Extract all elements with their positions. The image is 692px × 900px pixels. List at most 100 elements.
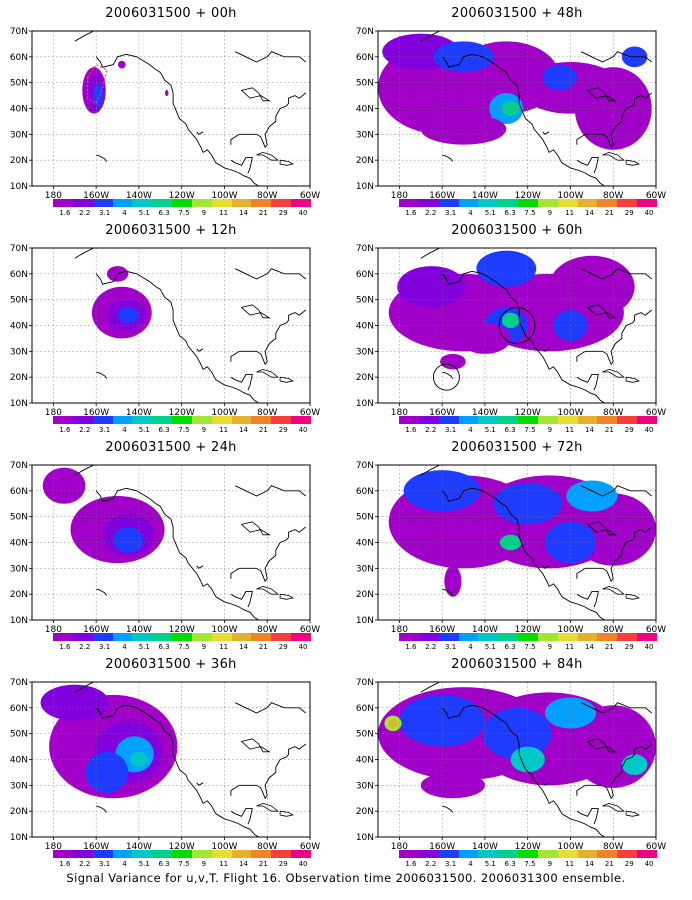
coastline xyxy=(586,738,617,753)
coastline xyxy=(279,593,295,600)
colorbar-swatch xyxy=(72,633,93,641)
colorbar-swatch xyxy=(152,633,173,641)
colorbar-labels: 1.6 2.2 3.1 4 5.1 6.3 7.5 9 11 14 21 29 40 xyxy=(46,860,316,870)
coastline xyxy=(235,268,306,280)
lat-tick-label: 50N xyxy=(356,79,374,89)
colorbar-swatch xyxy=(152,199,173,207)
colorbar-label: 7.5 xyxy=(524,860,536,868)
colorbar-swatch xyxy=(617,850,638,858)
lat-tick-label: 30N xyxy=(356,781,374,791)
lon-tick-label: 120W xyxy=(515,408,541,418)
lat-tick-label: 20N xyxy=(10,807,28,817)
map-background xyxy=(32,248,310,403)
colorbar-label: 4 xyxy=(122,426,127,434)
lon-tick-label: 60W xyxy=(300,408,320,418)
colorbar-swatch xyxy=(211,199,232,207)
colorbar-label: 14 xyxy=(585,209,594,217)
lon-tick-label: 120W xyxy=(515,842,541,852)
coastline xyxy=(230,808,253,825)
lat-tick-label: 40N xyxy=(10,322,28,332)
variance-region xyxy=(542,64,577,91)
coastline xyxy=(442,805,454,813)
variance-region xyxy=(420,772,485,799)
colorbar-label: 40 xyxy=(298,209,308,217)
lon-tick-label: 80W xyxy=(257,408,277,418)
lat-tick-label: 50N xyxy=(356,513,374,523)
lat-tick-label: 20N xyxy=(356,590,374,600)
coastline xyxy=(586,521,617,536)
colorbar-swatch xyxy=(597,850,618,858)
colorbar-label: 1.6 xyxy=(59,426,71,434)
colorbar-label: 6.3 xyxy=(158,860,170,868)
colorbar-label: 6.3 xyxy=(504,643,516,651)
lon-tick-label: 60W xyxy=(300,842,320,852)
coastline xyxy=(602,368,626,378)
lat-tick-label: 40N xyxy=(356,756,374,766)
colorbar-swatch xyxy=(557,633,578,641)
colorbar-label: 14 xyxy=(239,209,248,217)
coastline xyxy=(542,782,550,786)
lon-tick-label: 100W xyxy=(557,625,583,635)
coastline xyxy=(95,704,259,837)
variance-region xyxy=(444,565,462,597)
coastline xyxy=(542,131,550,135)
coastline xyxy=(602,585,626,595)
colorbar-swatch xyxy=(518,850,538,858)
coastline xyxy=(240,738,271,753)
colorbar-swatch xyxy=(637,633,657,641)
lon-tick-label: 160W xyxy=(83,625,109,635)
colorbar-swatch xyxy=(458,199,479,207)
variance-region xyxy=(113,527,144,553)
colorbar-swatch xyxy=(271,199,292,207)
lon-tick-label: 100W xyxy=(211,191,237,201)
colorbar-label: 14 xyxy=(239,426,248,434)
colorbar-swatch xyxy=(92,416,113,424)
colorbar-label: 9 xyxy=(201,643,207,651)
lon-tick-label: 80W xyxy=(603,625,623,635)
colorbar-swatch xyxy=(537,850,558,858)
colorbar xyxy=(53,199,311,207)
coastline xyxy=(240,87,271,102)
colorbar-label: 1.6 xyxy=(59,643,71,651)
panel-title: 2006031500 + 12h xyxy=(105,223,237,238)
colorbar-label: 7.5 xyxy=(178,209,190,217)
colorbar-label: 29 xyxy=(278,209,288,217)
colorbar-label: 2.2 xyxy=(79,209,91,217)
map-plot: 70N 60N 50N 40N 30N 20N 10N 180 160W 140W 120W 100W… xyxy=(10,461,320,635)
colorbar-swatch xyxy=(577,199,598,207)
colorbar-swatch xyxy=(399,199,419,207)
colorbar-swatch xyxy=(418,850,439,858)
colorbar-swatch xyxy=(438,416,459,424)
colorbar-swatch xyxy=(597,416,618,424)
colorbar-label: 2.2 xyxy=(79,643,91,651)
coastline xyxy=(442,154,454,162)
lat-tick-label: 20N xyxy=(10,373,28,383)
lat-tick-label: 60N xyxy=(10,270,28,280)
lon-tick-label: 140W xyxy=(126,842,152,852)
colorbar-swatch xyxy=(271,416,292,424)
variance-region xyxy=(388,719,398,728)
colorbar-labels: 1.6 2.2 3.1 4 5.1 6.3 7.5 9 11 14 21 29 40 xyxy=(392,643,662,653)
colorbar-label: 7.5 xyxy=(178,860,190,868)
colorbar-labels: 1.6 2.2 3.1 4 5.1 6.3 7.5 9 11 14 21 29 40 xyxy=(46,426,316,436)
colorbar-label: 11 xyxy=(565,209,575,217)
colorbar-label: 11 xyxy=(565,860,575,868)
colorbar-label: 11 xyxy=(565,643,575,651)
colorbar-label: 6.3 xyxy=(504,209,516,217)
coastline xyxy=(441,53,605,186)
colorbar-label: 3.1 xyxy=(99,209,111,217)
panel-title: 2006031500 + 24h xyxy=(105,440,237,455)
lat-tick-label: 60N xyxy=(356,53,374,63)
colorbar-label: 14 xyxy=(239,643,248,651)
coastline xyxy=(581,268,652,280)
colorbar-label: 40 xyxy=(644,209,654,217)
variance-region xyxy=(117,307,139,323)
coastline xyxy=(625,159,641,166)
colorbar-label: 21 xyxy=(258,860,268,868)
lat-tick-label: 40N xyxy=(356,539,374,549)
colorbar-swatch xyxy=(53,633,73,641)
panel-title: 2006031500 + 36h xyxy=(105,657,237,672)
coastline xyxy=(256,151,280,161)
map-plot: 70N 60N 50N 40N 30N 20N 10N 180 160W 140W 120W 100W… xyxy=(10,678,320,852)
lat-tick-label: 20N xyxy=(356,807,374,817)
